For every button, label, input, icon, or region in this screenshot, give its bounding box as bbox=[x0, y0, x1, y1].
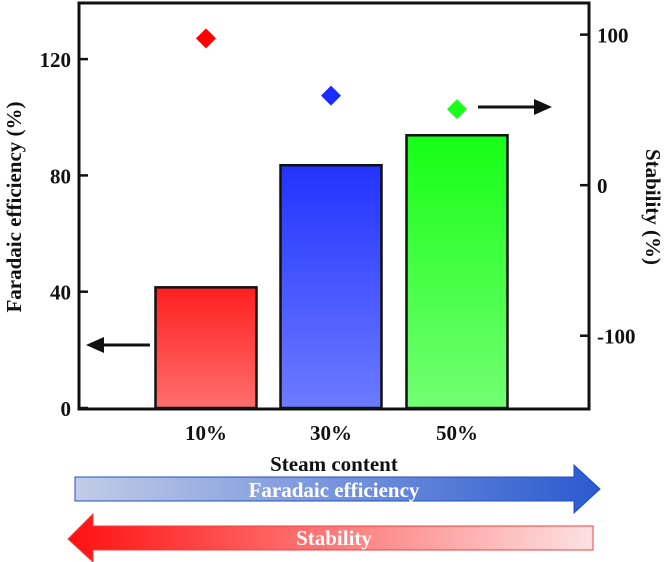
x-tick-label: 50% bbox=[436, 421, 478, 445]
y-left-tick-label: 0 bbox=[61, 397, 72, 421]
x-tick-label: 30% bbox=[310, 421, 352, 445]
stability-markers bbox=[196, 28, 467, 120]
faradaic-efficiency-trend-arrow: Faradaic efficiency bbox=[74, 463, 601, 515]
x-tick-labels: 10% 30% 50% bbox=[185, 421, 478, 445]
y-right-tick-label: 100 bbox=[597, 24, 629, 48]
right-axis-arrow bbox=[478, 99, 552, 115]
y-left-tick-label: 40 bbox=[50, 281, 71, 305]
stability-marker bbox=[321, 85, 341, 106]
x-axis-label: Steam content bbox=[270, 452, 398, 476]
y-left-axis-label: Faradaic efficiency (%) bbox=[2, 101, 26, 312]
stability-marker bbox=[447, 99, 467, 120]
faradaic-efficiency-trend-label: Faradaic efficiency bbox=[249, 478, 420, 502]
stability-marker bbox=[196, 28, 216, 49]
y-left-ticks: 0 40 80 120 bbox=[40, 48, 88, 421]
bars bbox=[154, 134, 509, 410]
y-right-axis-label: Stability (%) bbox=[641, 149, 665, 265]
faradaic-efficiency-bar bbox=[279, 163, 383, 410]
x-tick-label: 10% bbox=[185, 421, 227, 445]
y-right-tick-label: -100 bbox=[597, 325, 636, 349]
faradaic-efficiency-bar bbox=[405, 134, 509, 410]
stability-trend-arrow: Stability bbox=[67, 512, 594, 562]
stability-trend-label: Stability bbox=[296, 526, 372, 550]
y-left-tick-label: 120 bbox=[40, 48, 72, 72]
y-right-ticks: -100 0 100 bbox=[580, 24, 636, 349]
y-left-tick-label: 80 bbox=[50, 164, 71, 188]
y-right-tick-label: 0 bbox=[597, 174, 608, 198]
left-axis-arrow bbox=[86, 337, 150, 353]
faradaic-efficiency-bar bbox=[154, 286, 258, 410]
